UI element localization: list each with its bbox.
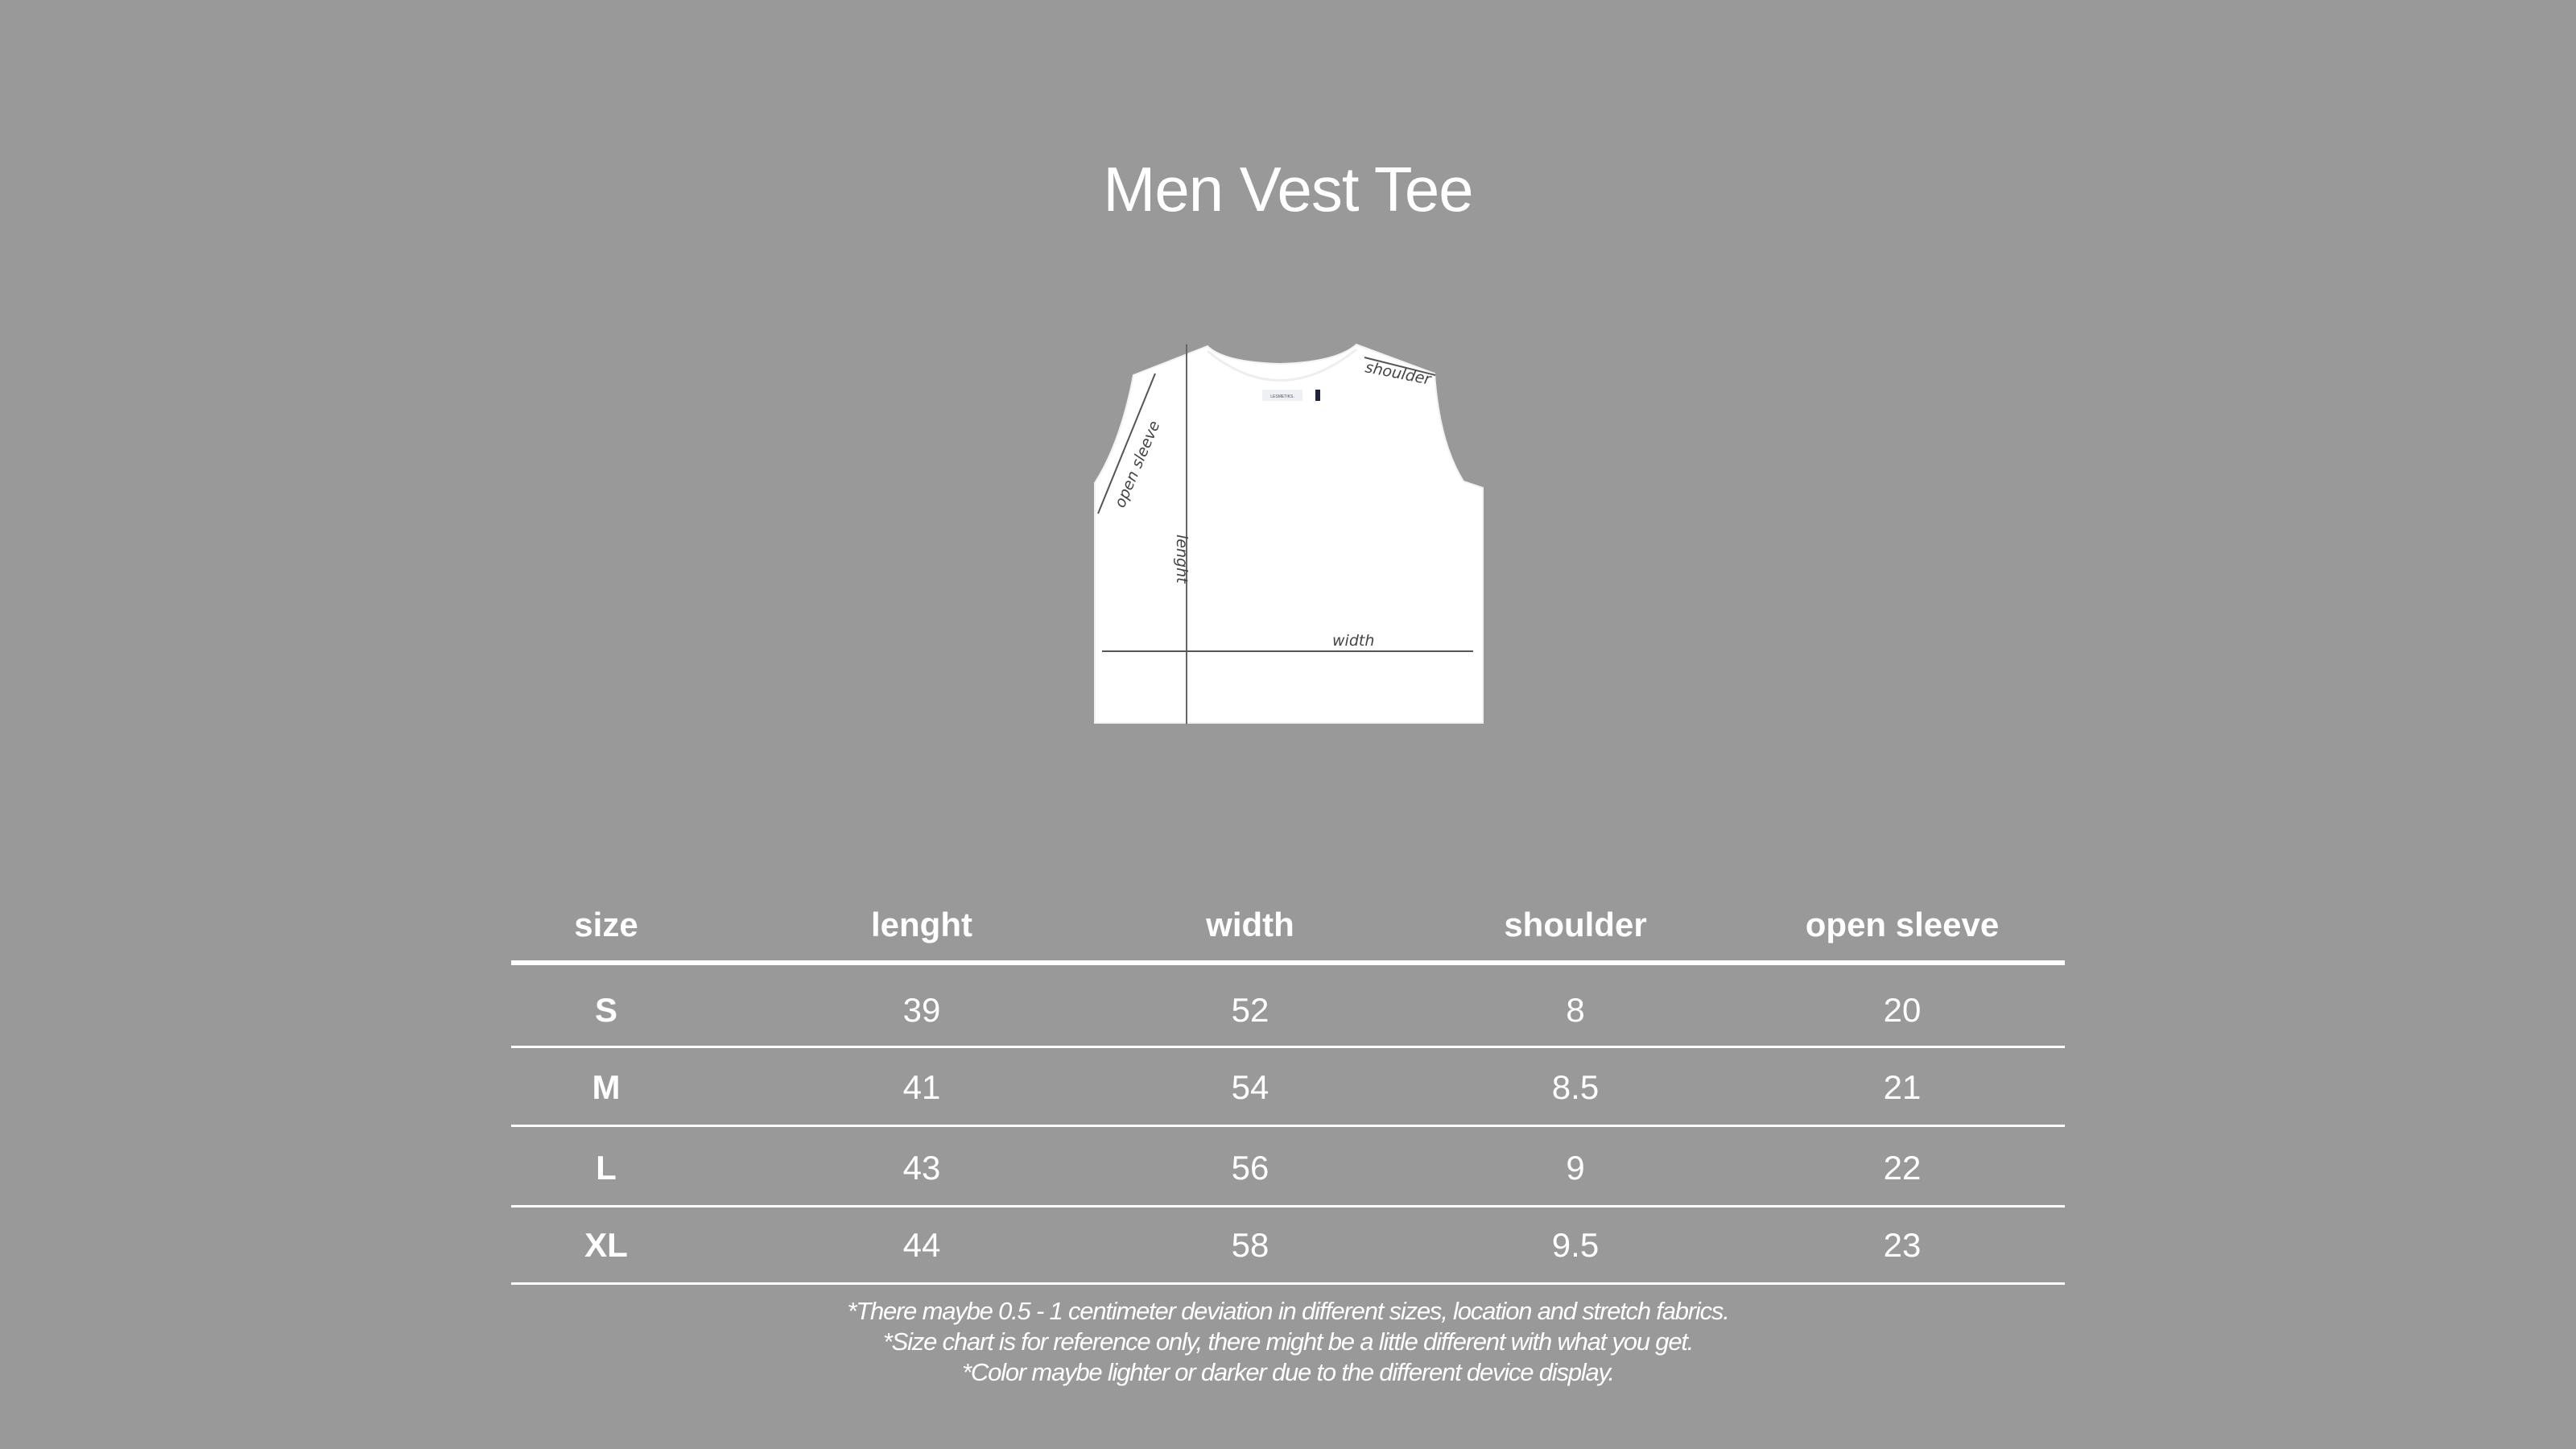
row-divider xyxy=(511,1282,2065,1285)
vest-tee-diagram: LESMETIKS. shoulder open sleeve lenght w… xyxy=(1094,343,1484,724)
header-shoulder: shoulder xyxy=(1504,906,1647,943)
table-row: XL 44 58 9.5 23 xyxy=(584,1226,1922,1264)
footnote: *There maybe 0.5 - 1 centimeter deviatio… xyxy=(847,1297,1729,1325)
table-row: M 41 54 8.5 21 xyxy=(592,1068,1922,1106)
vest-shape xyxy=(1094,343,1484,724)
page-title: Men Vest Tee xyxy=(1103,154,1473,225)
table-header: size lenght width shoulder open sleeve xyxy=(511,893,2065,957)
header-width: width xyxy=(1206,906,1294,943)
footnote: *Color maybe lighter or darker due to th… xyxy=(962,1358,1615,1386)
footnote: *Size chart is for reference only, there… xyxy=(882,1327,1695,1356)
header-open-sleeve: open sleeve xyxy=(1805,906,2000,943)
table-row: L 43 56 9 22 xyxy=(596,1149,1922,1187)
row-divider xyxy=(511,1205,2065,1208)
table-row: S 39 52 8 20 xyxy=(594,991,1922,1029)
label-width: width xyxy=(1332,632,1374,650)
brand-tag xyxy=(1262,390,1302,401)
row-divider xyxy=(511,1125,2065,1127)
svg-text:LESMETIKS.: LESMETIKS. xyxy=(1270,394,1294,399)
label-length: lenght xyxy=(1173,535,1191,584)
header-size: size xyxy=(574,906,638,943)
header-length: lenght xyxy=(871,906,972,943)
row-divider xyxy=(511,1046,2065,1048)
footnotes: *There maybe 0.5 - 1 centimeter deviatio… xyxy=(0,1296,2576,1388)
header-divider xyxy=(511,960,2065,965)
